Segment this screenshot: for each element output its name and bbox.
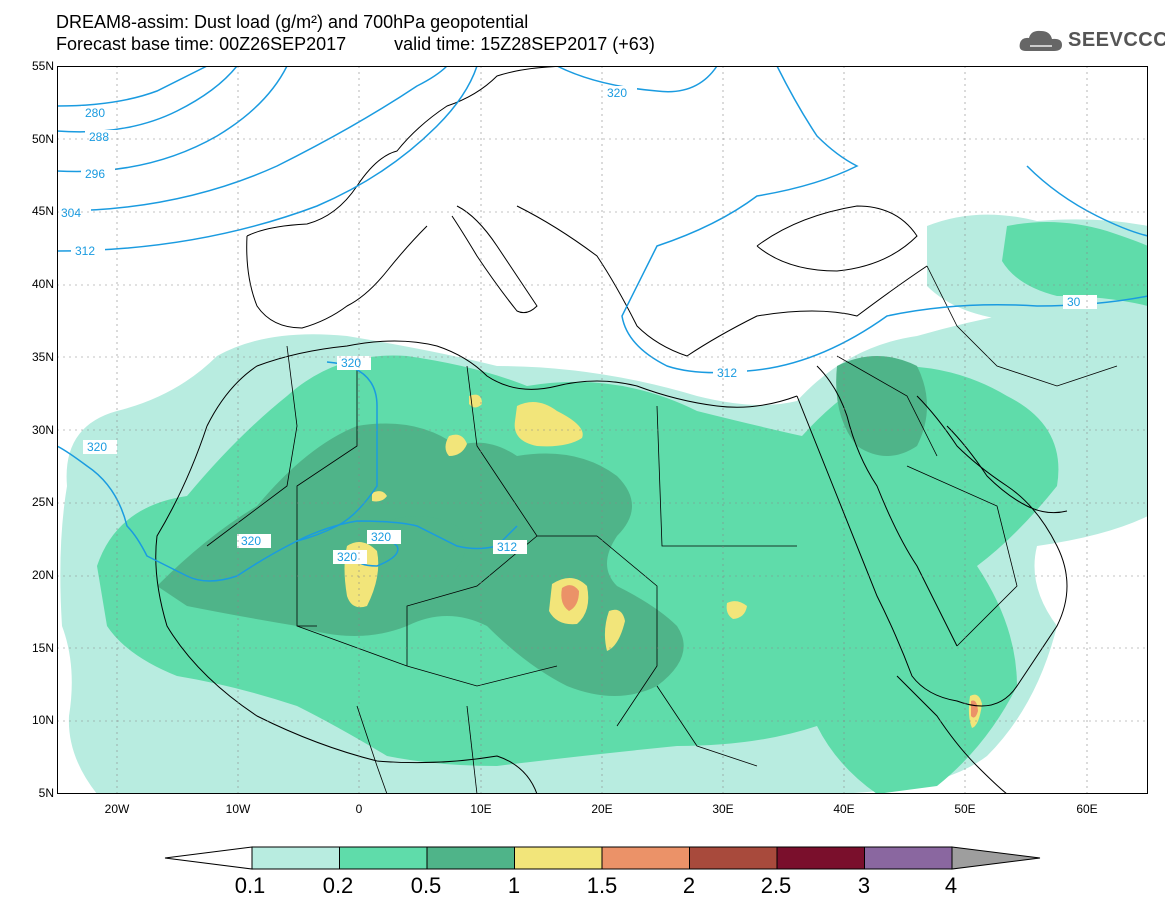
colorbar-label: 0.5 [410,873,442,898]
seevccc-logo: SEEVCCC [1018,27,1165,55]
colorbar-label: 2 [682,873,696,898]
lat-label-35n: 35N [31,350,54,364]
lon-label-20e: 20E [591,802,613,816]
dust-area-level-1-5 [561,585,978,718]
lon-label-0: 0 [355,802,363,816]
geopotential-contours [57,66,1148,582]
lon-label-20w: 20W [104,802,130,816]
lon-label-60e: 60E [1076,802,1098,816]
colorbar-swatch [514,846,603,870]
lat-label-15n: 15N [31,641,54,655]
contour-label: 304 [61,206,81,220]
contour-label: 320 [87,440,107,454]
contour-label: 312 [75,244,95,258]
contour-label: 288 [89,130,109,144]
colorbar-label: 3 [857,873,871,898]
lat-label-50n: 50N [31,132,54,146]
cloud-icon [1019,30,1062,51]
lon-label-30e: 30E [712,802,734,816]
contour-label: 312 [497,540,517,554]
lon-label-10w: 10W [225,802,251,816]
colorbar-label: 1.5 [586,873,618,898]
dust-map: 280 288 296 304 312 320 320 320 320 320 … [57,66,1148,794]
contour-label: 30 [1067,295,1081,309]
colorbar-swatch [601,846,690,870]
colorbar-swatch [689,846,778,870]
colorbar-label: 2.5 [760,873,792,898]
graticule [57,66,1148,794]
contour-label: 296 [85,167,105,181]
lon-label-10e: 10E [470,802,492,816]
lat-label-45n: 45N [31,204,54,218]
lat-label-40n: 40N [31,277,54,291]
forecast-times: Forecast base time: 00Z26SEP2017 valid ti… [56,34,655,55]
base-time: Forecast base time: 00Z26SEP2017 [56,34,347,54]
colorbar-swatch [864,846,953,870]
colorbar-label: 0.1 [234,873,266,898]
colorbar [164,846,1041,870]
colorbar-swatches [164,846,1041,870]
contour-label: 320 [371,530,391,544]
contour-labels: 280 288 296 304 312 320 320 320 320 320 … [57,86,1097,564]
colorbar-swatch [426,846,515,870]
lat-label-10n: 10N [31,713,54,727]
colorbar-swatch [776,846,865,870]
logo-text: SEEVCCC [1068,29,1165,51]
contour-label: 280 [85,106,105,120]
contour-label: 320 [337,550,357,564]
colorbar-label: 0.2 [322,873,354,898]
lat-label-20n: 20N [31,568,54,582]
lat-label-5n: 5N [38,786,54,800]
country-borders [206,265,1118,794]
lat-label-25n: 25N [31,495,54,509]
valid-time: valid time: 15Z28SEP2017 (+63) [394,34,655,54]
lat-label-30n: 30N [31,423,54,437]
map-title: DREAM8-assim: Dust load (g/m²) and 700hP… [56,12,529,32]
contour-label: 320 [241,534,261,548]
colorbar-swatch [251,846,340,870]
colorbar-label: 4 [944,873,958,898]
lat-label-55n: 55N [31,59,54,73]
lon-label-50e: 50E [954,802,976,816]
contour-label: 320 [341,356,361,370]
contour-label: 320 [607,86,627,100]
contour-label: 312 [717,366,737,380]
colorbar-swatch [339,846,428,870]
coastlines [155,66,1068,794]
colorbar-arrow-low [164,846,253,870]
lon-label-40e: 40E [833,802,855,816]
colorbar-arrow-high [951,846,1041,870]
colorbar-label: 1 [507,873,521,898]
